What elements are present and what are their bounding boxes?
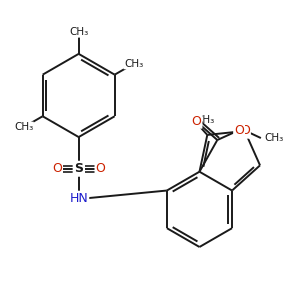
Text: CH₃: CH₃ — [124, 59, 143, 69]
Text: HN: HN — [69, 192, 88, 205]
Text: CH₃: CH₃ — [265, 133, 284, 143]
Text: CH₃: CH₃ — [69, 27, 88, 37]
Text: CH₃: CH₃ — [14, 122, 33, 132]
Text: O: O — [234, 124, 244, 137]
Text: O: O — [192, 115, 201, 128]
Text: CH₃: CH₃ — [195, 115, 214, 125]
Text: O: O — [95, 162, 105, 175]
Text: O: O — [240, 124, 250, 138]
Text: S: S — [74, 162, 83, 175]
Text: O: O — [52, 162, 62, 175]
